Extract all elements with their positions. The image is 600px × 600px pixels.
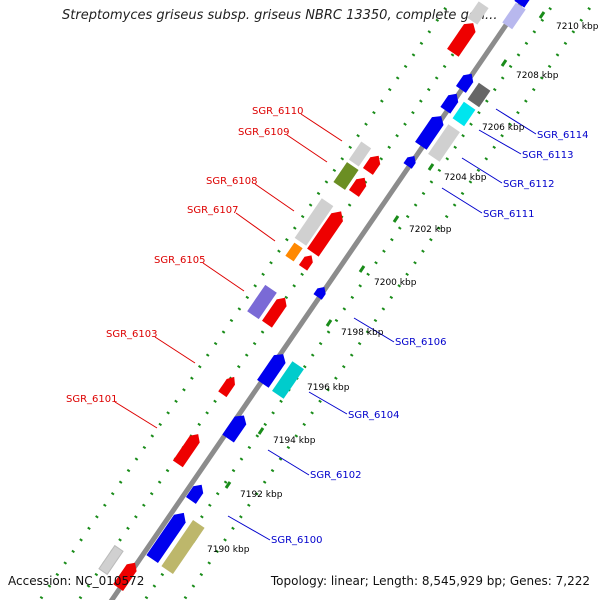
kbp-tick-mark xyxy=(257,427,265,435)
gene-feature[interactable] xyxy=(298,253,316,271)
gene-feature[interactable] xyxy=(113,559,140,591)
gene-label-leader xyxy=(114,401,158,429)
gene-feature[interactable] xyxy=(294,198,334,246)
gene-label-leader xyxy=(235,212,276,242)
kbp-tick-label: 7198 kbp xyxy=(341,328,384,338)
kbp-tick-mark xyxy=(325,319,333,327)
gene-feature[interactable] xyxy=(307,207,347,257)
gene-feature[interactable] xyxy=(428,124,460,162)
gene-feature[interactable] xyxy=(502,2,526,30)
gene-feature[interactable] xyxy=(98,544,124,576)
kbp-tick-label: 7192 kbp xyxy=(240,490,283,500)
gene-label-sgr_6110[interactable]: SGR_6110 xyxy=(252,106,304,117)
gene-label-leader xyxy=(495,108,537,135)
grid-dot-line xyxy=(182,0,597,600)
kbp-tick-label: 7190 kbp xyxy=(207,545,250,555)
kbp-tick-label: 7200 kbp xyxy=(374,278,417,288)
gene-label-sgr_6100[interactable]: SGR_6100 xyxy=(271,535,323,546)
gene-label-sgr_6111[interactable]: SGR_6111 xyxy=(483,209,535,220)
gene-feature[interactable] xyxy=(362,152,384,175)
kbp-tick-mark xyxy=(427,163,435,171)
kbp-tick-label: 7194 kbp xyxy=(273,436,316,446)
genes-lower-strand xyxy=(146,0,536,575)
genes-upper-strand xyxy=(98,1,489,591)
gene-label-leader xyxy=(254,183,295,212)
gene-feature[interactable] xyxy=(403,153,418,169)
gene-label-sgr_6101[interactable]: SGR_6101 xyxy=(66,394,118,405)
accession-label: Accession: NC_010572 xyxy=(8,574,145,588)
gene-feature[interactable] xyxy=(313,284,328,300)
gene-label-sgr_6107[interactable]: SGR_6107 xyxy=(187,205,239,216)
gene-label-sgr_6113[interactable]: SGR_6113 xyxy=(522,150,574,161)
labels: 7190 kbp 7192 kbp 7194 kbp 7196 kbp 7198 kbp… xyxy=(66,22,599,555)
gene-label-leader xyxy=(461,157,503,184)
gene-feature[interactable] xyxy=(146,509,189,564)
gene-feature[interactable] xyxy=(333,162,359,190)
kbp-tick-mark xyxy=(392,215,400,223)
gene-feature[interactable] xyxy=(247,284,277,320)
kbp-tick-label: 7206 kbp xyxy=(482,123,525,133)
genome-summary: Topology: linear; Length: 8,545,929 bp; … xyxy=(270,574,590,588)
gene-label-leader xyxy=(154,336,196,364)
gene-label-leader xyxy=(441,187,483,214)
gene-label-sgr_6106[interactable]: SGR_6106 xyxy=(395,337,447,348)
gene-label-sgr_6114[interactable]: SGR_6114 xyxy=(537,130,589,141)
gene-feature[interactable] xyxy=(467,82,491,108)
gene-feature[interactable] xyxy=(262,294,290,328)
label-leader-lines xyxy=(114,108,537,541)
gene-feature[interactable] xyxy=(467,1,489,25)
gene-label-sgr_6103[interactable]: SGR_6103 xyxy=(106,329,158,340)
gene-feature[interactable] xyxy=(285,242,303,262)
gene-label-leader xyxy=(300,113,343,142)
gene-feature[interactable] xyxy=(415,112,447,150)
sequence-backbone xyxy=(108,0,527,600)
gene-feature[interactable] xyxy=(440,90,461,114)
gene-label-sgr_6102[interactable]: SGR_6102 xyxy=(310,470,362,481)
gene-feature[interactable] xyxy=(272,361,304,399)
gene-feature[interactable] xyxy=(257,350,289,388)
gene-feature[interactable] xyxy=(222,411,249,443)
gene-feature[interactable] xyxy=(185,481,207,504)
gene-label-leader xyxy=(267,449,310,476)
kbp-tick-label: 7208 kbp xyxy=(516,71,559,81)
gene-feature[interactable] xyxy=(447,19,479,57)
kbp-tick-label: 7196 kbp xyxy=(307,383,350,393)
genome-title: Streptomyces griseus subsp. griseus NBRC… xyxy=(62,8,498,23)
gene-label-leader xyxy=(353,317,395,343)
gene-feature[interactable] xyxy=(218,374,238,398)
kbp-tick-mark xyxy=(500,59,508,67)
gene-label-leader xyxy=(478,129,522,155)
grid-dot-line xyxy=(38,0,453,600)
gene-label-leader xyxy=(227,515,271,541)
gene-feature[interactable] xyxy=(172,431,203,468)
kbp-tick-label: 7202 kbp xyxy=(409,225,452,235)
gene-label-leader xyxy=(308,391,348,415)
gene-label-leader xyxy=(202,262,245,292)
gene-label-sgr_6112[interactable]: SGR_6112 xyxy=(503,179,555,190)
kbp-tick-mark xyxy=(358,265,366,273)
gene-label-sgr_6109[interactable]: SGR_6109 xyxy=(238,127,290,138)
gene-feature[interactable] xyxy=(455,70,477,93)
gene-feature[interactable] xyxy=(348,141,372,167)
gene-label-sgr_6105[interactable]: SGR_6105 xyxy=(154,255,206,266)
gene-feature[interactable] xyxy=(348,174,370,197)
grid-dot-line xyxy=(143,0,558,600)
kbp-tick-label: 7210 kbp xyxy=(556,22,599,32)
gene-feature[interactable] xyxy=(452,101,476,127)
gene-label-sgr_6104[interactable]: SGR_6104 xyxy=(348,410,400,421)
gene-label-leader xyxy=(286,134,328,163)
gene-feature[interactable] xyxy=(514,0,536,8)
kbp-tick-mark xyxy=(538,11,546,19)
gene-feature[interactable] xyxy=(161,519,205,575)
kbp-tick-mark xyxy=(224,481,232,489)
kbp-tick-label: 7204 kbp xyxy=(444,173,487,183)
gene-label-sgr_6108[interactable]: SGR_6108 xyxy=(206,176,258,187)
